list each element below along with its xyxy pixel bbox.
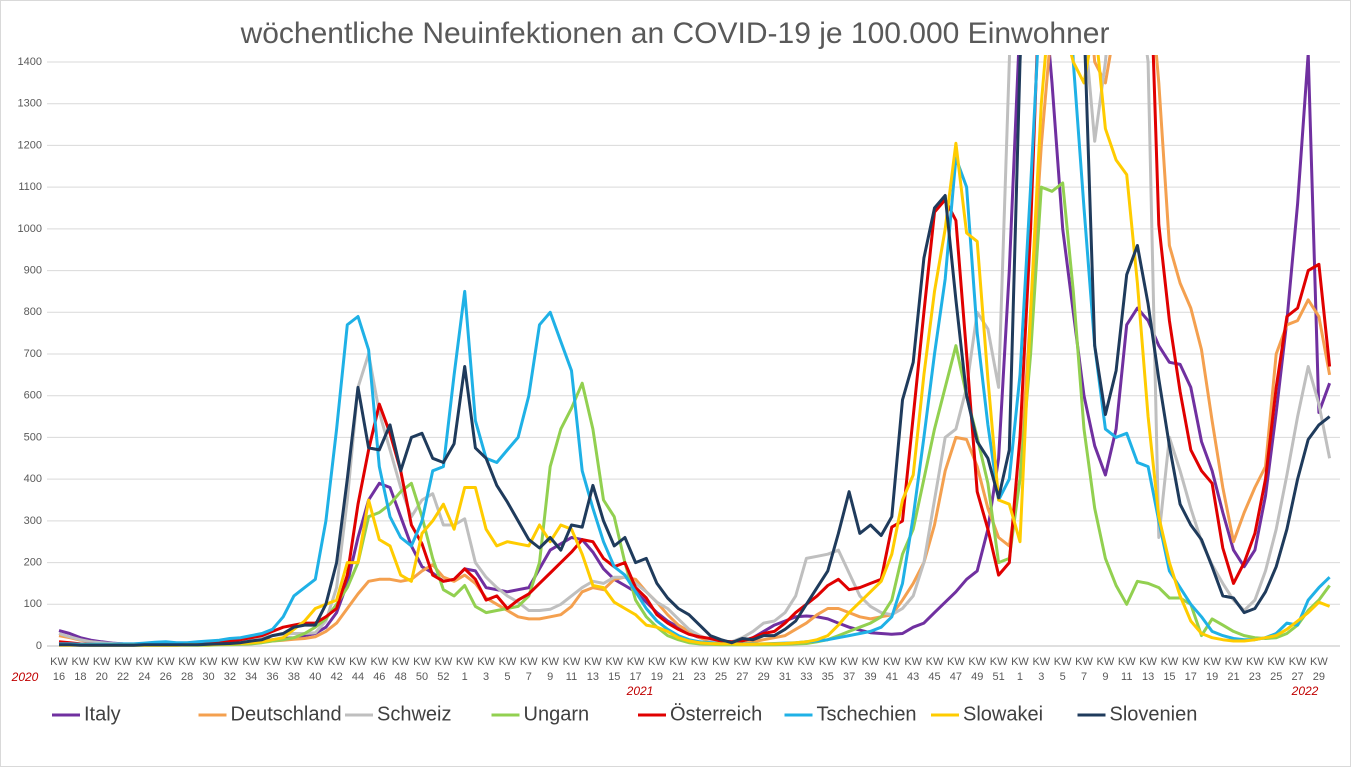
series-line bbox=[58, 55, 1332, 647]
plot-area bbox=[58, 55, 1332, 647]
y-tick-label: 0 bbox=[36, 640, 42, 652]
x-tick-label: KW 21 bbox=[669, 656, 687, 683]
x-tick-label: KW 1 bbox=[1011, 656, 1029, 683]
x-tick-label: KW 29 bbox=[1310, 656, 1328, 683]
legend-label: Deutschland bbox=[231, 703, 342, 725]
x-tick-label: KW 43 bbox=[904, 656, 922, 683]
x-tick-label: KW 5 bbox=[1054, 656, 1072, 683]
y-tick-label: 1300 bbox=[18, 98, 42, 110]
y-tick-label: 1200 bbox=[18, 139, 42, 151]
legend-label: Österreich bbox=[670, 703, 762, 725]
x-tick-label: KW 21 bbox=[1225, 656, 1243, 683]
x-tick-label: KW 11 bbox=[1118, 656, 1136, 683]
x-tick-label: KW 19 bbox=[1203, 656, 1221, 683]
x-tick-label: KW 41 bbox=[883, 656, 901, 683]
legend-label: Slowakei bbox=[963, 703, 1043, 725]
x-tick-label: KW 35 bbox=[819, 656, 837, 683]
x-tick-label: KW 17 bbox=[627, 656, 645, 683]
x-tick-label: KW 15 bbox=[605, 656, 623, 683]
x-tick-label: KW 52 bbox=[435, 656, 453, 683]
y-tick-label: 1100 bbox=[18, 181, 42, 193]
legend-label: Ungarn bbox=[524, 703, 590, 725]
y-tick-label: 700 bbox=[24, 348, 42, 360]
x-tick-label: KW 38 bbox=[285, 656, 303, 683]
y-tick-label: 200 bbox=[24, 556, 42, 568]
x-tick-label: KW 39 bbox=[862, 656, 880, 683]
legend-label: Italy bbox=[84, 703, 121, 725]
x-tick-label: KW 32 bbox=[221, 656, 239, 683]
x-tick-label: KW 17 bbox=[1182, 656, 1200, 683]
x-tick-label: KW 45 bbox=[926, 656, 944, 683]
year-label: 2022 bbox=[1291, 684, 1319, 698]
x-tick-label: KW 25 bbox=[1267, 656, 1285, 683]
x-tick-label: KW 44 bbox=[349, 656, 367, 683]
legend-label: Tschechien bbox=[817, 703, 917, 725]
x-tick-label: KW 13 bbox=[1139, 656, 1157, 683]
x-tick-label: KW 13 bbox=[584, 656, 602, 683]
x-tick-label: KW 36 bbox=[264, 656, 282, 683]
x-tick-label: KW 23 bbox=[1246, 656, 1264, 683]
x-tick-label: KW 5 bbox=[499, 656, 517, 683]
x-tick-label: KW 25 bbox=[712, 656, 730, 683]
x-tick-label: KW 48 bbox=[392, 656, 410, 683]
x-tick-label: KW 20 bbox=[93, 656, 111, 683]
x-tick-label: KW 27 bbox=[1289, 656, 1307, 683]
x-tick-label: KW 9 bbox=[1097, 656, 1115, 683]
series-line bbox=[59, 55, 1331, 647]
y-tick-label: 300 bbox=[24, 515, 42, 527]
y-tick-label: 800 bbox=[24, 306, 42, 318]
year-label: 2020 bbox=[11, 670, 39, 684]
x-tick-label: KW 24 bbox=[136, 656, 154, 683]
x-tick-label: KW 3 bbox=[477, 656, 495, 683]
y-tick-label: 500 bbox=[24, 431, 42, 443]
x-tick-label: KW 37 bbox=[840, 656, 858, 683]
grid bbox=[47, 61, 1340, 647]
x-tick-label: KW 40 bbox=[306, 656, 324, 683]
x-tick-label: KW 22 bbox=[114, 656, 132, 683]
x-tick-label: KW 15 bbox=[1161, 656, 1179, 683]
x-tick-label: KW 23 bbox=[691, 656, 709, 683]
chart-title: wöchentliche Neuinfektionen an COVID-19 … bbox=[240, 17, 1110, 50]
x-tick-label: KW 50 bbox=[413, 656, 431, 683]
y-tick-label: 100 bbox=[24, 598, 42, 610]
x-tick-label: KW 11 bbox=[563, 656, 581, 683]
x-tick-label: KW 18 bbox=[71, 656, 89, 683]
x-tick-label: KW 7 bbox=[520, 656, 538, 683]
y-tick-label: 400 bbox=[24, 473, 42, 485]
x-tick-label: KW 33 bbox=[798, 656, 816, 683]
x-tick-label: KW 47 bbox=[947, 656, 965, 683]
x-tick-label: KW 46 bbox=[370, 656, 388, 683]
legend-label: Slovenien bbox=[1110, 703, 1198, 725]
x-tick-label: KW 26 bbox=[157, 656, 175, 683]
x-tick-label: KW 34 bbox=[242, 656, 260, 683]
y-tick-label: 900 bbox=[24, 264, 42, 276]
x-tick-label: KW 30 bbox=[200, 656, 218, 683]
y-tick-label: 1000 bbox=[18, 223, 42, 235]
x-tick-label: KW 28 bbox=[178, 656, 196, 683]
x-tick-label: KW 31 bbox=[776, 656, 794, 683]
x-tick-label: KW 9 bbox=[541, 656, 559, 683]
series-line bbox=[59, 55, 1331, 647]
x-tick-label: KW 51 bbox=[990, 656, 1008, 683]
x-tick-label: KW 16 bbox=[50, 656, 68, 683]
x-tick-label: KW 29 bbox=[755, 656, 773, 683]
y-tick-label: 600 bbox=[24, 390, 42, 402]
x-tick-label: KW 1 bbox=[456, 656, 474, 683]
y-tick-label: 1400 bbox=[18, 56, 42, 68]
x-tick-label: KW 49 bbox=[968, 656, 986, 683]
year-label: 2021 bbox=[626, 684, 654, 698]
x-tick-label: KW 27 bbox=[733, 656, 751, 683]
x-tick-label: KW 42 bbox=[328, 656, 346, 683]
x-tick-label: KW 7 bbox=[1075, 656, 1093, 683]
legend-label: Schweiz bbox=[377, 703, 451, 725]
x-tick-label: KW 19 bbox=[648, 656, 666, 683]
x-tick-label: KW 3 bbox=[1032, 656, 1050, 683]
